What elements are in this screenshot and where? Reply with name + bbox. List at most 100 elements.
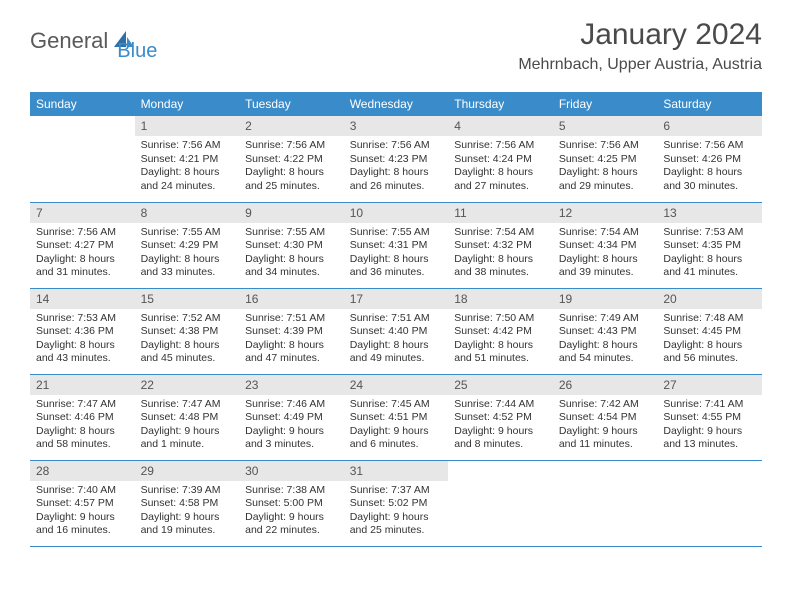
- daylight-line: Daylight: 8 hours and 43 minutes.: [36, 339, 129, 366]
- sunrise-line: Sunrise: 7:51 AM: [245, 312, 338, 326]
- day-cell: 12Sunrise: 7:54 AMSunset: 4:34 PMDayligh…: [553, 202, 658, 288]
- day-number: 11: [448, 203, 553, 223]
- daylight-line: Daylight: 8 hours and 27 minutes.: [454, 166, 547, 193]
- sunrise-line: Sunrise: 7:44 AM: [454, 398, 547, 412]
- day-body: Sunrise: 7:51 AMSunset: 4:39 PMDaylight:…: [239, 309, 344, 373]
- daylight-line: Daylight: 9 hours and 11 minutes.: [559, 425, 652, 452]
- day-cell: 4Sunrise: 7:56 AMSunset: 4:24 PMDaylight…: [448, 116, 553, 202]
- day-cell: 10Sunrise: 7:55 AMSunset: 4:31 PMDayligh…: [344, 202, 449, 288]
- sunset-line: Sunset: 4:34 PM: [559, 239, 652, 253]
- day-cell: 17Sunrise: 7:51 AMSunset: 4:40 PMDayligh…: [344, 288, 449, 374]
- sunrise-line: Sunrise: 7:55 AM: [245, 226, 338, 240]
- sunrise-line: Sunrise: 7:47 AM: [141, 398, 234, 412]
- day-body: Sunrise: 7:54 AMSunset: 4:34 PMDaylight:…: [553, 223, 658, 287]
- day-number: 3: [344, 116, 449, 136]
- sunset-line: Sunset: 4:55 PM: [663, 411, 756, 425]
- sunrise-line: Sunrise: 7:56 AM: [141, 139, 234, 153]
- day-body: Sunrise: 7:47 AMSunset: 4:48 PMDaylight:…: [135, 395, 240, 459]
- day-number: 25: [448, 375, 553, 395]
- sunrise-line: Sunrise: 7:47 AM: [36, 398, 129, 412]
- sunrise-line: Sunrise: 7:48 AM: [663, 312, 756, 326]
- day-number: 12: [553, 203, 658, 223]
- sunrise-line: Sunrise: 7:56 AM: [36, 226, 129, 240]
- sunset-line: Sunset: 4:48 PM: [141, 411, 234, 425]
- sunset-line: Sunset: 5:00 PM: [245, 497, 338, 511]
- day-number: 27: [657, 375, 762, 395]
- sunrise-line: Sunrise: 7:52 AM: [141, 312, 234, 326]
- sunrise-line: Sunrise: 7:56 AM: [454, 139, 547, 153]
- sunrise-line: Sunrise: 7:54 AM: [559, 226, 652, 240]
- empty-cell: [30, 116, 135, 202]
- day-cell: 24Sunrise: 7:45 AMSunset: 4:51 PMDayligh…: [344, 374, 449, 460]
- day-cell: 31Sunrise: 7:37 AMSunset: 5:02 PMDayligh…: [344, 460, 449, 546]
- daylight-line: Daylight: 8 hours and 25 minutes.: [245, 166, 338, 193]
- sunset-line: Sunset: 4:49 PM: [245, 411, 338, 425]
- day-cell: 1Sunrise: 7:56 AMSunset: 4:21 PMDaylight…: [135, 116, 240, 202]
- day-body: Sunrise: 7:55 AMSunset: 4:29 PMDaylight:…: [135, 223, 240, 287]
- sunset-line: Sunset: 4:42 PM: [454, 325, 547, 339]
- day-body: Sunrise: 7:55 AMSunset: 4:31 PMDaylight:…: [344, 223, 449, 287]
- sunset-line: Sunset: 5:02 PM: [350, 497, 443, 511]
- day-cell: 25Sunrise: 7:44 AMSunset: 4:52 PMDayligh…: [448, 374, 553, 460]
- day-number: 22: [135, 375, 240, 395]
- month-title: January 2024: [518, 18, 762, 52]
- day-number: 8: [135, 203, 240, 223]
- day-number: 2: [239, 116, 344, 136]
- day-number: 13: [657, 203, 762, 223]
- sunset-line: Sunset: 4:26 PM: [663, 153, 756, 167]
- sunset-line: Sunset: 4:24 PM: [454, 153, 547, 167]
- daylight-line: Daylight: 8 hours and 33 minutes.: [141, 253, 234, 280]
- day-body: Sunrise: 7:52 AMSunset: 4:38 PMDaylight:…: [135, 309, 240, 373]
- daylight-line: Daylight: 9 hours and 3 minutes.: [245, 425, 338, 452]
- day-number: 15: [135, 289, 240, 309]
- logo-text-blue: Blue: [117, 40, 157, 63]
- daylight-line: Daylight: 8 hours and 30 minutes.: [663, 166, 756, 193]
- sunrise-line: Sunrise: 7:40 AM: [36, 484, 129, 498]
- day-cell: 21Sunrise: 7:47 AMSunset: 4:46 PMDayligh…: [30, 374, 135, 460]
- day-number: 7: [30, 203, 135, 223]
- day-body: Sunrise: 7:39 AMSunset: 4:58 PMDaylight:…: [135, 481, 240, 545]
- day-body: Sunrise: 7:56 AMSunset: 4:27 PMDaylight:…: [30, 223, 135, 287]
- day-cell: 23Sunrise: 7:46 AMSunset: 4:49 PMDayligh…: [239, 374, 344, 460]
- daylight-line: Daylight: 8 hours and 47 minutes.: [245, 339, 338, 366]
- day-number: 9: [239, 203, 344, 223]
- daylight-line: Daylight: 9 hours and 19 minutes.: [141, 511, 234, 538]
- daylight-line: Daylight: 8 hours and 39 minutes.: [559, 253, 652, 280]
- day-cell: 18Sunrise: 7:50 AMSunset: 4:42 PMDayligh…: [448, 288, 553, 374]
- day-number: 19: [553, 289, 658, 309]
- day-body: Sunrise: 7:42 AMSunset: 4:54 PMDaylight:…: [553, 395, 658, 459]
- sunset-line: Sunset: 4:46 PM: [36, 411, 129, 425]
- empty-cell: [657, 460, 762, 546]
- day-cell: 6Sunrise: 7:56 AMSunset: 4:26 PMDaylight…: [657, 116, 762, 202]
- sunset-line: Sunset: 4:40 PM: [350, 325, 443, 339]
- day-cell: 30 Sunrise: 7:38 AMSunset: 5:00 PMDayligh…: [239, 460, 344, 546]
- day-number: 30: [239, 461, 344, 481]
- day-body: Sunrise: 7:47 AMSunset: 4:46 PMDaylight:…: [30, 395, 135, 459]
- day-body: Sunrise: 7:49 AMSunset: 4:43 PMDaylight:…: [553, 309, 658, 373]
- day-number: 14: [30, 289, 135, 309]
- weekday-header: Wednesday: [344, 92, 449, 116]
- sunrise-line: Sunrise: 7:37 AM: [350, 484, 443, 498]
- day-body: Sunrise: 7:40 AMSunset: 4:57 PMDaylight:…: [30, 481, 135, 545]
- day-number: 5: [553, 116, 658, 136]
- day-body: Sunrise: 7:56 AMSunset: 4:24 PMDaylight:…: [448, 136, 553, 200]
- sunset-line: Sunset: 4:30 PM: [245, 239, 338, 253]
- sunset-line: Sunset: 4:32 PM: [454, 239, 547, 253]
- sunrise-line: Sunrise: 7:50 AM: [454, 312, 547, 326]
- sunrise-line: Sunrise: 7:38 AM: [245, 484, 338, 498]
- sunset-line: Sunset: 4:52 PM: [454, 411, 547, 425]
- sunrise-line: Sunrise: 7:53 AM: [36, 312, 129, 326]
- sunrise-line: Sunrise: 7:39 AM: [141, 484, 234, 498]
- daylight-line: Daylight: 8 hours and 41 minutes.: [663, 253, 756, 280]
- day-cell: 20Sunrise: 7:48 AMSunset: 4:45 PMDayligh…: [657, 288, 762, 374]
- weekday-header: Thursday: [448, 92, 553, 116]
- day-cell: 26Sunrise: 7:42 AMSunset: 4:54 PMDayligh…: [553, 374, 658, 460]
- sunset-line: Sunset: 4:29 PM: [141, 239, 234, 253]
- daylight-line: Daylight: 9 hours and 22 minutes.: [245, 511, 338, 538]
- sunrise-line: Sunrise: 7:49 AM: [559, 312, 652, 326]
- title-block: January 2024 Mehrnbach, Upper Austria, A…: [518, 18, 762, 74]
- day-body: Sunrise: 7:37 AMSunset: 5:02 PMDaylight:…: [344, 481, 449, 545]
- day-body: Sunrise: 7:56 AMSunset: 4:26 PMDaylight:…: [657, 136, 762, 200]
- sunset-line: Sunset: 4:39 PM: [245, 325, 338, 339]
- day-body: Sunrise: 7:56 AMSunset: 4:21 PMDaylight:…: [135, 136, 240, 200]
